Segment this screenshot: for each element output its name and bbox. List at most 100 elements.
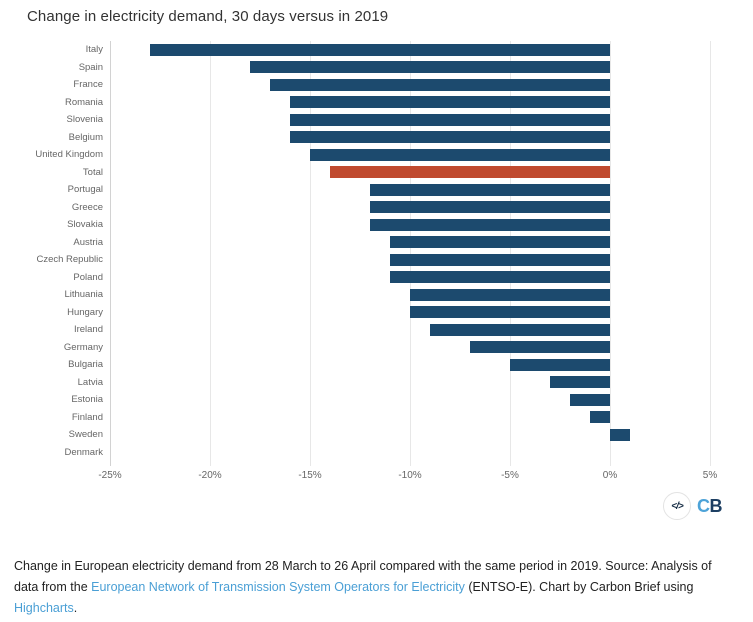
category-label: Estonia bbox=[71, 394, 103, 406]
bar-track bbox=[110, 304, 738, 322]
bar-track bbox=[110, 181, 738, 199]
bar-track bbox=[110, 391, 738, 409]
bar-track bbox=[110, 321, 738, 339]
category-label: Ireland bbox=[73, 324, 103, 336]
bar-slovakia[interactable] bbox=[370, 218, 610, 231]
bar-greece[interactable] bbox=[370, 201, 610, 214]
gridline--10% bbox=[410, 41, 411, 466]
bar-austria[interactable] bbox=[390, 236, 610, 249]
x-axis-label: -10% bbox=[398, 470, 422, 481]
category-label: United Kingdom bbox=[35, 149, 103, 161]
bar-row: Bulgaria bbox=[0, 356, 738, 374]
category-label: Portugal bbox=[67, 184, 103, 196]
highcharts-link[interactable]: Highcharts bbox=[14, 601, 74, 615]
bar-united-kingdom[interactable] bbox=[310, 148, 610, 161]
bar-chart: Italy Spain France Romania Slovenia Belgium Un… bbox=[0, 41, 753, 491]
carbon-brief-logo[interactable]: </> CB bbox=[663, 492, 722, 520]
category-label: Finland bbox=[71, 411, 103, 423]
bar-track bbox=[110, 76, 738, 94]
bar-track bbox=[110, 129, 738, 147]
category-label: Spain bbox=[78, 61, 103, 73]
bar-row: Slovakia bbox=[0, 216, 738, 234]
category-label: Hungary bbox=[67, 306, 103, 318]
gridline-0% bbox=[610, 41, 611, 466]
bar-row: Lithuania bbox=[0, 286, 738, 304]
bar-slovenia[interactable] bbox=[290, 113, 610, 126]
entsoe-link[interactable]: European Network of Transmission System … bbox=[91, 580, 465, 594]
bar-belgium[interactable] bbox=[290, 131, 610, 144]
category-label: Latvia bbox=[77, 376, 103, 388]
bar-track bbox=[110, 59, 738, 77]
category-label: Greece bbox=[71, 201, 103, 213]
bar-track bbox=[110, 199, 738, 217]
bar-row: Slovenia bbox=[0, 111, 738, 129]
category-label: Sweden bbox=[68, 429, 103, 441]
bar-hungary[interactable] bbox=[410, 306, 610, 319]
category-label: Poland bbox=[73, 271, 103, 283]
bar-track bbox=[110, 41, 738, 59]
bar-finland[interactable] bbox=[590, 411, 610, 424]
bar-czech-republic[interactable] bbox=[390, 253, 610, 266]
bar-romania[interactable] bbox=[290, 96, 610, 109]
bar-bulgaria[interactable] bbox=[510, 358, 610, 371]
bar-row: United Kingdom bbox=[0, 146, 738, 164]
bar-row: Belgium bbox=[0, 129, 738, 147]
bar-track bbox=[110, 444, 738, 462]
caption-text: (ENTSO-E). Chart by Carbon Brief using bbox=[464, 580, 694, 594]
bar-track bbox=[110, 234, 738, 252]
bar-track bbox=[110, 409, 738, 427]
bar-ireland[interactable] bbox=[430, 323, 610, 336]
bar-track bbox=[110, 356, 738, 374]
bar-row: Latvia bbox=[0, 374, 738, 392]
bar-total[interactable] bbox=[330, 166, 610, 179]
x-axis: -25% -20% -15% -10% -5% 0% 5% bbox=[98, 470, 738, 484]
gridlines bbox=[110, 41, 738, 466]
bar-spain[interactable] bbox=[250, 61, 610, 74]
bar-row: Greece bbox=[0, 199, 738, 217]
bar-row: Estonia bbox=[0, 391, 738, 409]
bar-germany[interactable] bbox=[470, 341, 610, 354]
bar-estonia[interactable] bbox=[570, 393, 610, 406]
category-label: Slovenia bbox=[66, 114, 103, 126]
caption-text: . bbox=[73, 601, 78, 615]
caption-text: Change in European electricity demand fr… bbox=[14, 559, 712, 594]
bar-poland[interactable] bbox=[390, 271, 610, 284]
bar-track bbox=[110, 216, 738, 234]
category-label: Germany bbox=[63, 341, 103, 353]
bar-row: Ireland bbox=[0, 321, 738, 339]
bar-track bbox=[110, 164, 738, 182]
bar-row: Italy bbox=[0, 41, 738, 59]
bar-italy[interactable] bbox=[150, 43, 610, 56]
bar-track bbox=[110, 251, 738, 269]
x-axis-label: -15% bbox=[298, 470, 322, 481]
cb-letter-b: B bbox=[709, 495, 723, 516]
bar-row: Sweden bbox=[0, 426, 738, 444]
category-label: Italy bbox=[85, 44, 103, 56]
x-axis-label: -25% bbox=[98, 470, 122, 481]
bar-track bbox=[110, 286, 738, 304]
bar-row: Czech Republic bbox=[0, 251, 738, 269]
bar-france[interactable] bbox=[270, 78, 610, 91]
gridline--25% bbox=[110, 41, 111, 466]
bar-track bbox=[110, 339, 738, 357]
bar-track bbox=[110, 111, 738, 129]
embed-code-button[interactable]: </> bbox=[663, 492, 691, 520]
x-axis-label: 5% bbox=[702, 470, 718, 481]
chart-title: Change in electricity demand, 30 days ve… bbox=[27, 8, 389, 25]
gridline--20% bbox=[210, 41, 211, 466]
bar-track bbox=[110, 269, 738, 287]
bar-portugal[interactable] bbox=[370, 183, 610, 196]
bar-row: Austria bbox=[0, 234, 738, 252]
bar-lithuania[interactable] bbox=[410, 288, 610, 301]
bar-row: France bbox=[0, 76, 738, 94]
bar-sweden[interactable] bbox=[610, 428, 630, 441]
bar-row: Finland bbox=[0, 409, 738, 427]
category-label: Lithuania bbox=[64, 289, 103, 301]
bar-latvia[interactable] bbox=[550, 376, 610, 389]
gridline--15% bbox=[310, 41, 311, 466]
code-icon: </> bbox=[671, 500, 684, 512]
x-axis-label: -5% bbox=[501, 470, 519, 481]
category-label: Bulgaria bbox=[68, 359, 103, 371]
bar-track bbox=[110, 146, 738, 164]
category-label: Denmark bbox=[64, 446, 103, 458]
